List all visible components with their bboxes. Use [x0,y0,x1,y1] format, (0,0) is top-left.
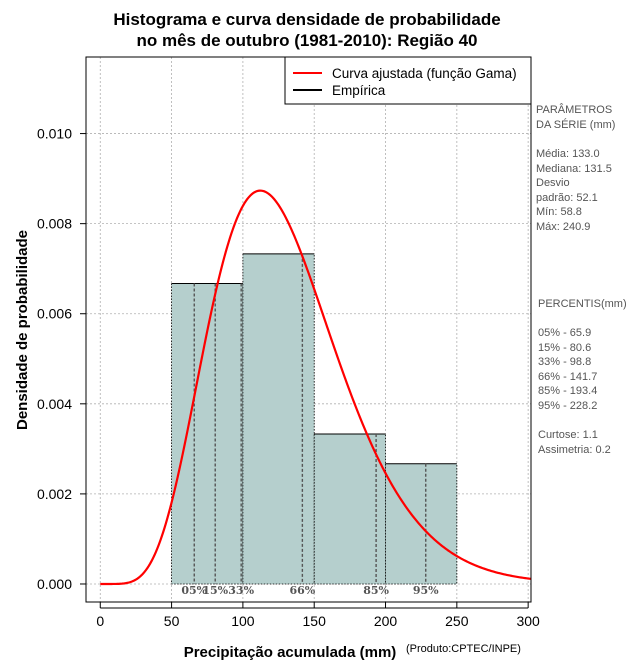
params-line: Máx: 240.9 [536,221,590,233]
params-line: PARÂMETROS [536,103,612,116]
params-line: Média: 133.0 [536,148,600,160]
percentile-label: 95% [413,584,439,597]
histogram-bars [171,253,458,585]
bar-side-edge [171,283,244,585]
chart-title-line-2: no mês de outubro (1981-2010): Região 40 [136,31,477,50]
y-axis-label: Densidade de probabilidade [14,230,31,430]
percentis-line: 33% - 98.8 [538,356,591,368]
params-line: Mín: 58.8 [536,206,582,218]
x-tick-label: 100 [231,613,255,629]
percentis-line: PERCENTIS(mm) [538,298,627,310]
y-tick-label: 0.010 [37,126,72,142]
percentile-label: 05% [181,584,207,597]
histogram-bar [385,463,457,584]
x-axis-ticks: 0 50 100 150 200 250 300 [96,602,540,629]
percentis-line: 15% - 80.6 [538,342,591,354]
legend: Curva ajustada (função Gama) Empírica [284,56,532,105]
y-tick-label: 0.008 [37,216,72,232]
bar-side-edge [242,253,315,585]
percentis-line: 85% - 193.4 [538,385,597,397]
y-tick-label: 0.000 [37,576,72,592]
percentis-line: Curtose: 1.1 [538,429,598,441]
y-axis-ticks: 0.000 0.002 0.004 0.006 0.008 0.010 [37,126,86,592]
legend-fitted-label: Curva ajustada (função Gama) [332,66,517,81]
chart-title-line-1: Histograma e curva densidade de probabil… [113,10,500,29]
fitted-gamma-curve [100,189,532,586]
params-line: Desvio [536,177,570,189]
x-tick-label: 200 [374,613,398,629]
percentile-label: 85% [363,584,389,597]
y-tick-label: 0.004 [37,396,72,412]
x-tick-label: 150 [303,613,327,629]
product-credit: (Produto:CPTEC/INPE) [406,643,521,655]
x-tick-label: 300 [516,613,540,629]
legend-box [284,56,532,105]
y-tick-label: 0.006 [37,306,72,322]
params-line: Mediana: 131.5 [536,163,612,175]
percentile-label: 33% [228,584,254,597]
y-tick-label: 0.002 [37,486,72,502]
percentis-line: 95% - 228.2 [538,400,597,412]
x-tick-label: 50 [164,613,180,629]
percentile-lines [193,253,427,584]
x-tick-label: 250 [445,613,469,629]
percentile-label: 66% [289,584,315,597]
params-line: DA SÉRIE (mm) [536,118,615,131]
percentis-line: 66% - 141.7 [538,371,597,383]
histogram-bar [242,253,315,584]
percentile-labels: 05%15% 33% 66% 85% 95% [181,584,439,597]
params-line: padrão: 52.1 [536,192,598,204]
percentile-label: 15% [202,584,228,597]
histogram-bar [314,433,386,584]
legend-empirical-label: Empírica [332,83,386,98]
bar-side-edge [385,463,458,585]
series-parameters-panel: PARÂMETROS DA SÉRIE (mm) Média: 133.0 Me… [536,103,615,233]
x-axis-label: Precipitação acumulada (mm) [184,644,397,660]
percentiles-panel: PERCENTIS(mm) 05% - 65.9 15% - 80.6 33% … [538,298,627,456]
percentis-line: Assimetria: 0.2 [538,444,611,456]
percentis-line: 05% - 65.9 [538,327,591,339]
x-tick-label: 0 [96,613,104,629]
